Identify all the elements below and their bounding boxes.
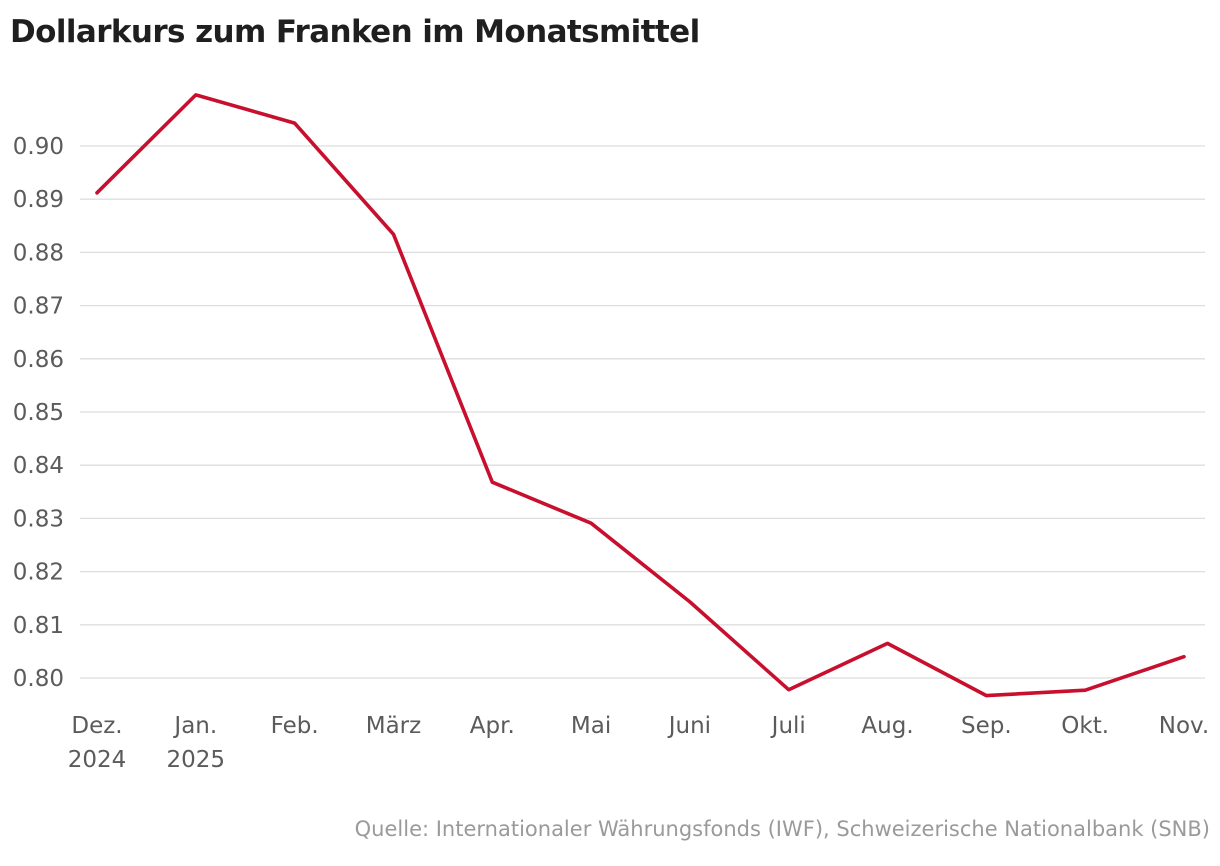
gridlines <box>80 145 1205 679</box>
x-tick-label: Sep. <box>961 713 1012 739</box>
y-tick-label: 0.88 <box>13 240 64 266</box>
x-tick-label: Jan. <box>172 713 217 739</box>
x-tick-label: Feb. <box>271 713 319 739</box>
series-group <box>95 93 1186 698</box>
y-tick-label: 0.90 <box>13 134 64 160</box>
series-line <box>95 93 1186 698</box>
x-tick-label: Okt. <box>1061 713 1109 739</box>
x-axis-tick-labels: Dez. 2024 Jan. 2025 Feb. März Apr. Mai Juni Juli A… <box>68 713 1209 773</box>
y-tick-label: 0.87 <box>13 294 64 320</box>
x-tick-label: Nov. <box>1159 713 1209 739</box>
x-tick-label: Dez. <box>71 713 122 739</box>
line-chart: 0.80 0.81 0.82 0.83 0.84 0.85 0.86 0.87 0.88 0.89… <box>13 93 1209 773</box>
x-tick-label: 2025 <box>167 747 226 773</box>
y-axis-tick-labels: 0.80 0.81 0.82 0.83 0.84 0.85 0.86 0.87 0.88 0.89… <box>13 134 64 692</box>
x-tick-label: Juni <box>667 713 711 739</box>
x-tick-label: Aug. <box>861 713 913 739</box>
y-tick-label: 0.80 <box>13 666 64 692</box>
y-tick-label: 0.89 <box>13 187 64 213</box>
y-tick-label: 0.81 <box>13 613 64 639</box>
x-tick-label: Mai <box>571 713 611 739</box>
y-tick-label: 0.84 <box>13 453 64 479</box>
y-tick-label: 0.82 <box>13 560 64 586</box>
chart-source-note: Quelle: Internationaler Währungsfonds (I… <box>354 817 1210 841</box>
y-tick-label: 0.86 <box>13 347 64 373</box>
x-tick-label: Apr. <box>470 713 515 739</box>
y-tick-label: 0.83 <box>13 506 64 532</box>
chart-title: Dollarkurs zum Franken im Monatsmittel <box>10 14 700 50</box>
x-tick-label: März <box>366 713 421 739</box>
x-tick-label: 2024 <box>68 747 127 773</box>
y-tick-label: 0.85 <box>13 400 64 426</box>
x-tick-label: Juli <box>770 713 806 739</box>
